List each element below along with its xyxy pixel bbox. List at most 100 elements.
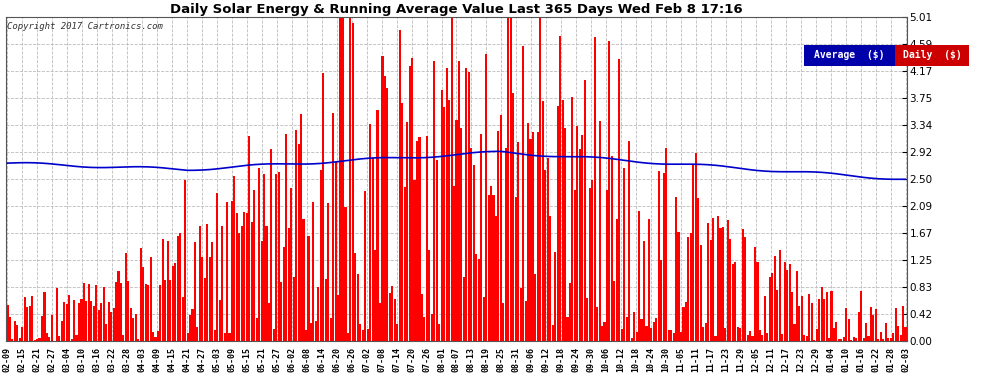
Bar (710, 240, 712, 341)
Bar (490, 186, 492, 341)
Bar (715, 336, 717, 341)
Bar (862, 338, 864, 341)
Bar (39, 339, 41, 341)
Bar (740, 328, 742, 341)
Bar (63, 302, 65, 341)
Bar (95, 285, 97, 341)
Bar (414, 180, 416, 341)
Bar (522, 46, 524, 341)
Bar (530, 139, 532, 341)
Bar (885, 323, 887, 341)
Bar (759, 330, 761, 341)
Bar (836, 322, 838, 341)
Bar (722, 227, 724, 341)
Bar (769, 277, 771, 341)
Bar (70, 339, 72, 341)
Bar (260, 240, 262, 341)
Bar (115, 282, 117, 341)
Bar (439, 324, 441, 341)
Bar (460, 128, 462, 341)
Bar (821, 287, 823, 341)
Bar (776, 290, 778, 341)
Bar (145, 284, 147, 341)
Bar (823, 298, 825, 341)
Bar (176, 236, 179, 341)
Bar (409, 66, 411, 341)
Bar (793, 324, 796, 341)
Bar (665, 148, 667, 341)
Bar (9, 317, 11, 341)
Bar (702, 327, 704, 341)
Bar (675, 197, 677, 341)
Bar (285, 134, 287, 341)
Bar (796, 272, 798, 341)
Bar (657, 171, 660, 341)
Bar (735, 262, 737, 341)
Bar (184, 180, 186, 341)
Bar (351, 23, 353, 341)
Bar (317, 287, 320, 341)
Bar (273, 328, 275, 341)
Bar (179, 233, 181, 341)
Bar (604, 321, 606, 341)
Bar (507, 17, 509, 341)
Bar (364, 190, 366, 341)
Bar (865, 323, 867, 341)
Bar (725, 328, 727, 341)
Bar (426, 136, 428, 341)
Bar (532, 132, 534, 341)
Bar (73, 300, 75, 341)
Bar (133, 318, 135, 341)
Bar (667, 330, 669, 341)
Bar (510, 17, 512, 341)
Bar (847, 319, 849, 341)
Bar (78, 303, 80, 341)
Bar (890, 338, 892, 341)
Bar (226, 201, 228, 341)
Bar (576, 126, 578, 341)
Bar (386, 88, 388, 341)
Bar (477, 260, 480, 341)
Bar (50, 315, 52, 341)
Bar (55, 288, 57, 341)
Bar (662, 173, 664, 341)
Bar (359, 324, 361, 341)
Bar (749, 330, 751, 341)
Bar (49, 338, 50, 341)
Bar (209, 258, 211, 341)
Bar (695, 153, 697, 341)
Bar (601, 326, 603, 341)
Bar (320, 170, 322, 341)
Bar (60, 321, 62, 341)
Bar (26, 308, 29, 341)
Bar (128, 281, 130, 341)
Bar (660, 260, 662, 341)
Bar (482, 297, 485, 341)
Bar (764, 296, 766, 341)
Bar (140, 248, 142, 341)
Bar (564, 128, 566, 341)
Bar (327, 203, 330, 341)
Bar (845, 308, 847, 341)
Bar (189, 315, 191, 341)
Bar (808, 294, 811, 341)
Bar (113, 308, 115, 341)
Bar (705, 323, 707, 341)
Bar (263, 174, 265, 341)
Bar (712, 218, 714, 341)
Bar (255, 318, 257, 341)
Bar (105, 324, 107, 341)
Bar (744, 237, 746, 341)
Bar (633, 312, 636, 341)
Bar (342, 17, 345, 341)
Bar (621, 329, 623, 341)
Bar (546, 158, 548, 341)
Bar (781, 334, 783, 341)
Bar (196, 327, 198, 341)
Bar (404, 187, 406, 341)
Bar (293, 277, 295, 341)
Bar (194, 242, 196, 341)
Bar (36, 339, 38, 341)
Bar (455, 120, 457, 341)
Bar (645, 326, 647, 341)
